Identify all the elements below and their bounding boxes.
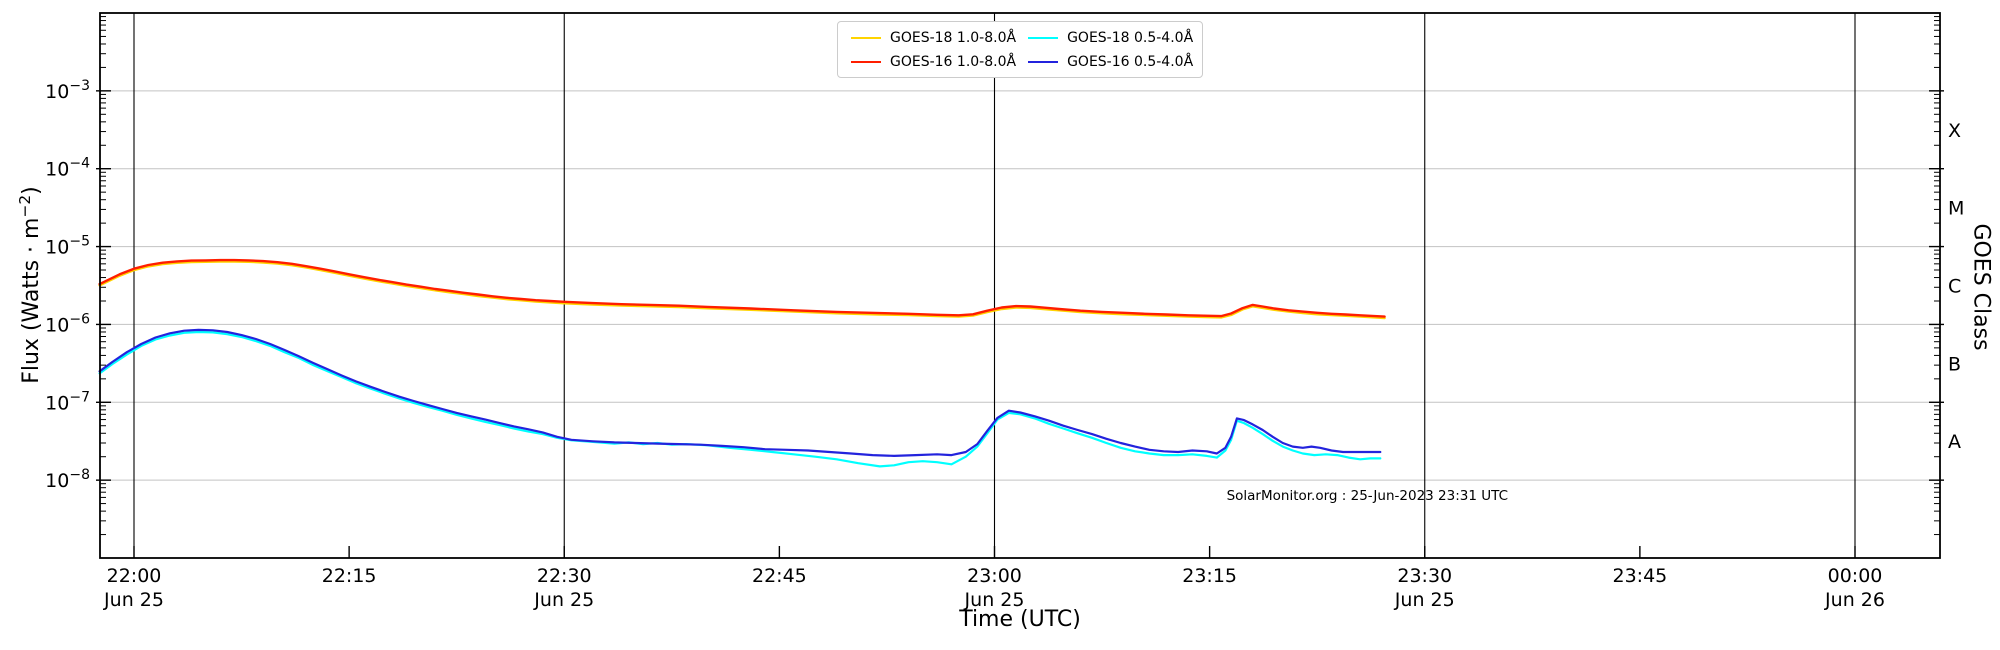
goes-class-letter: C bbox=[1948, 276, 1961, 298]
legend-label: GOES-16 0.5-4.0Å bbox=[1067, 53, 1194, 70]
y-tick-label: 10−3 bbox=[45, 78, 90, 103]
series-line-goes-16-0-5-4-0- bbox=[98, 328, 1382, 457]
legend-item: GOES-18 1.0-8.0Å bbox=[851, 28, 1016, 47]
x-tick-label: 22:45 bbox=[752, 565, 807, 587]
y-tick-label: 10−4 bbox=[45, 156, 90, 181]
x-tick-label: 22:30 bbox=[537, 565, 592, 587]
legend-label: GOES-16 1.0-8.0Å bbox=[890, 53, 1017, 70]
x-date-label: Jun 26 bbox=[1824, 589, 1885, 611]
series-line-goes-18-1-0-8-0- bbox=[98, 260, 1386, 320]
x-date-label: Jun 25 bbox=[1394, 589, 1455, 611]
goes-class-letter: M bbox=[1948, 198, 1964, 220]
x-tick-label: 00:00 bbox=[1828, 565, 1883, 587]
y-axis-label: Flux (Watts · m−2) bbox=[16, 186, 44, 384]
x-tick-label: 23:30 bbox=[1397, 565, 1452, 587]
goes-class-letter: B bbox=[1948, 353, 1961, 375]
y-tick-label: 10−8 bbox=[45, 467, 90, 492]
series-line-goes-18-0-5-4-0- bbox=[98, 330, 1382, 468]
plot-border bbox=[99, 12, 1941, 559]
x-axis-label: Time (UTC) bbox=[959, 607, 1081, 632]
legend-label: GOES-18 1.0-8.0Å bbox=[890, 29, 1017, 46]
y-tick-label: 10−6 bbox=[45, 311, 90, 336]
goes-class-letters: X M C B A bbox=[1948, 120, 1964, 453]
y-tick-label: 10−5 bbox=[45, 234, 90, 259]
y-axis-label-text: Flux (Watts · m bbox=[19, 217, 45, 384]
x-date-label: Jun 25 bbox=[964, 589, 1025, 611]
right-axis-label: GOES Class bbox=[1968, 223, 1994, 351]
x-tick-label: 23:00 bbox=[967, 565, 1022, 587]
x-tick-label: 23:15 bbox=[1182, 565, 1237, 587]
y-axis-label-exponent: −2 bbox=[15, 194, 34, 218]
legend-line-swatch bbox=[1028, 60, 1059, 63]
legend-item: GOES-16 1.0-8.0Å bbox=[851, 52, 1016, 71]
legend-line-swatch bbox=[1028, 36, 1059, 39]
chart-legend: GOES-18 1.0-8.0Å GOES-16 1.0-8.0Å GOES-18 … bbox=[837, 21, 1203, 78]
legend-item: GOES-16 0.5-4.0Å bbox=[1028, 52, 1193, 71]
x-tick-label: 22:15 bbox=[322, 565, 377, 587]
series-line-goes-16-1-0-8-0- bbox=[98, 258, 1386, 318]
series-group bbox=[98, 258, 1386, 468]
y-axis-label-close: ) bbox=[19, 186, 45, 195]
x-tick-label: 22:00 bbox=[107, 565, 162, 587]
legend-line-swatch bbox=[851, 60, 881, 63]
goes-class-letter: A bbox=[1948, 431, 1961, 453]
x-date-label: Jun 25 bbox=[533, 589, 594, 611]
solarmonitor-timestamp-annotation: SolarMonitor.org : 25-Jun-2023 23:31 UTC bbox=[1226, 488, 1508, 504]
gridlines bbox=[100, 13, 1940, 558]
y-tick-label: 10−7 bbox=[45, 389, 90, 414]
legend-label: GOES-18 0.5-4.0Å bbox=[1067, 29, 1194, 46]
x-tick-label: 23:45 bbox=[1612, 565, 1667, 587]
legend-item: GOES-18 0.5-4.0Å bbox=[1028, 28, 1193, 47]
goes-class-letter: X bbox=[1948, 120, 1961, 142]
x-date-label: Jun 25 bbox=[103, 589, 164, 611]
legend-line-swatch bbox=[851, 36, 881, 39]
